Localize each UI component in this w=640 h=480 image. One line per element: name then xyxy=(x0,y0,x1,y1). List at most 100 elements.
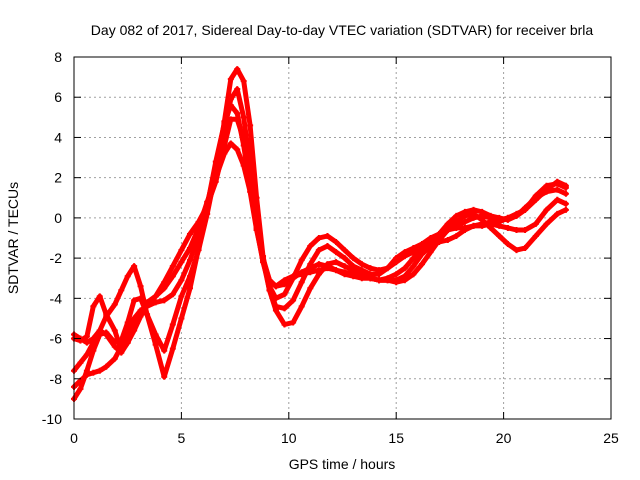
data-point xyxy=(307,285,314,292)
data-point xyxy=(90,303,97,310)
data-point xyxy=(152,299,159,306)
data-point xyxy=(554,210,561,217)
data-point xyxy=(401,253,408,260)
data-point xyxy=(522,245,529,252)
data-point xyxy=(333,259,340,266)
x-axis-label: GPS time / hours xyxy=(289,456,396,472)
data-point xyxy=(341,255,348,262)
data-point xyxy=(315,261,322,268)
data-point xyxy=(227,102,234,109)
data-point xyxy=(410,249,417,256)
data-point xyxy=(227,76,234,83)
data-point xyxy=(152,341,159,348)
data-point xyxy=(554,196,561,203)
data-point xyxy=(96,327,103,334)
data-point xyxy=(418,261,425,268)
data-series xyxy=(71,66,569,402)
data-point xyxy=(83,339,90,346)
data-point xyxy=(562,206,569,213)
y-tick-label: 0 xyxy=(54,210,62,226)
axis-ticks: 0 5 10 15 20 25 -10 -8 -6 -4 -2 0 2 4 6 8 xyxy=(42,49,619,446)
data-point xyxy=(234,66,241,73)
data-point xyxy=(272,303,279,310)
data-point xyxy=(333,249,340,256)
data-point xyxy=(281,291,288,298)
data-point xyxy=(281,305,288,312)
data-point xyxy=(144,301,151,308)
data-point xyxy=(111,355,118,362)
data-point xyxy=(161,373,168,380)
data-point xyxy=(186,257,193,264)
data-point xyxy=(131,315,138,322)
data-point xyxy=(227,116,234,123)
y-tick-label: 4 xyxy=(54,129,62,145)
data-point xyxy=(418,241,425,248)
data-point xyxy=(131,327,138,334)
x-tick-label: 5 xyxy=(178,430,186,446)
data-point xyxy=(247,174,254,181)
y-tick-label: -10 xyxy=(42,411,62,427)
y-tick-label: 8 xyxy=(54,49,62,65)
data-point xyxy=(111,301,118,308)
data-point xyxy=(118,337,125,344)
data-point xyxy=(532,220,539,227)
y-axis-label: SDTVAR / TECUs xyxy=(5,182,21,294)
data-point xyxy=(554,178,561,185)
data-point xyxy=(137,313,144,320)
data-point xyxy=(513,226,520,233)
x-tick-label: 20 xyxy=(496,430,512,446)
data-point xyxy=(266,283,273,290)
data-point xyxy=(401,265,408,272)
data-point xyxy=(562,200,569,207)
data-point xyxy=(376,267,383,274)
data-point xyxy=(367,265,374,272)
data-point xyxy=(221,142,228,149)
data-point xyxy=(186,230,193,237)
chart-title: Day 082 of 2017, Sidereal Day-to-day VTE… xyxy=(91,22,594,38)
data-point xyxy=(96,367,103,374)
data-point xyxy=(496,232,503,239)
data-point xyxy=(444,226,451,233)
data-point xyxy=(90,335,97,342)
data-point xyxy=(137,283,144,290)
data-point xyxy=(315,267,322,274)
data-point xyxy=(410,263,417,270)
data-point xyxy=(281,321,288,328)
data-point xyxy=(504,241,511,248)
data-point xyxy=(234,86,241,93)
y-tick-label: -8 xyxy=(50,371,63,387)
data-point xyxy=(393,259,400,266)
data-point xyxy=(247,122,254,129)
data-point xyxy=(350,263,357,270)
data-point xyxy=(341,269,348,276)
data-point xyxy=(393,271,400,278)
data-point xyxy=(83,333,90,340)
data-point xyxy=(543,188,550,195)
data-point xyxy=(195,218,202,225)
data-point xyxy=(103,331,110,338)
data-point xyxy=(169,321,176,328)
data-point xyxy=(543,206,550,213)
data-point xyxy=(436,237,443,244)
data-point xyxy=(124,339,131,346)
data-point xyxy=(384,265,391,272)
y-tick-label: 6 xyxy=(54,89,62,105)
data-point xyxy=(212,178,219,185)
data-point xyxy=(103,313,110,320)
plot-frame xyxy=(73,56,612,420)
data-point xyxy=(532,194,539,201)
data-point xyxy=(152,293,159,300)
y-tick-label: -4 xyxy=(50,290,63,306)
data-point xyxy=(169,291,176,298)
data-point xyxy=(178,259,185,266)
data-point xyxy=(178,277,185,284)
data-point xyxy=(253,218,260,225)
data-point xyxy=(178,293,185,300)
data-point xyxy=(496,214,503,221)
x-tick-label: 25 xyxy=(603,430,619,446)
data-point xyxy=(554,186,561,193)
data-point xyxy=(83,351,90,358)
data-point xyxy=(124,319,131,326)
grid-lines xyxy=(74,57,611,419)
data-point xyxy=(461,218,468,225)
